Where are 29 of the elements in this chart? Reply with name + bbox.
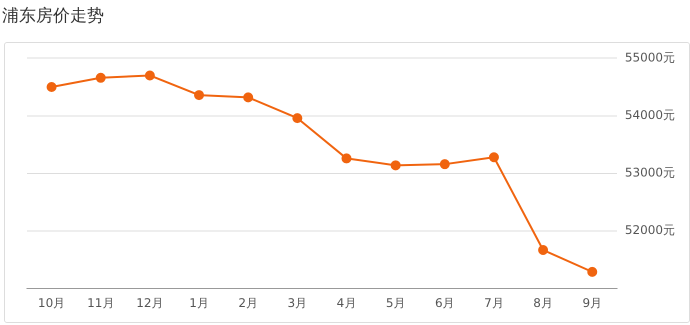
x-tick-label: 10月 — [38, 296, 66, 310]
point — [194, 90, 204, 100]
x-tick-label: 7月 — [484, 296, 504, 310]
x-tick-label: 12月 — [136, 296, 164, 310]
x-tick-label: 2月 — [238, 296, 258, 310]
x-tick-label: 11月 — [87, 296, 114, 310]
point — [538, 245, 548, 256]
point — [390, 160, 401, 170]
y-tick-label: 52000元 — [624, 223, 676, 238]
point — [587, 266, 598, 277]
x-tick-label: 4月 — [336, 296, 356, 310]
point — [440, 159, 450, 170]
y-tick-label: 54000元 — [624, 108, 676, 122]
point — [488, 152, 499, 162]
y-tick-label: 53000元 — [624, 166, 676, 180]
point — [46, 82, 57, 92]
point — [243, 92, 254, 102]
point — [341, 153, 352, 164]
x-tick-label: 8月 — [533, 296, 553, 310]
x-tick-label: 3月 — [288, 296, 308, 310]
x-tick-label: 1月 — [189, 296, 209, 310]
x-tick-label: 9月 — [582, 296, 602, 310]
point — [96, 72, 106, 83]
point — [292, 113, 302, 124]
y-tick-label: 55000元 — [624, 50, 676, 64]
point — [144, 70, 155, 80]
chart-title: 浦东房价走势 — [2, 5, 104, 27]
x-tick-label: 5月 — [386, 296, 406, 310]
x-tick-label: 6月 — [434, 296, 455, 310]
